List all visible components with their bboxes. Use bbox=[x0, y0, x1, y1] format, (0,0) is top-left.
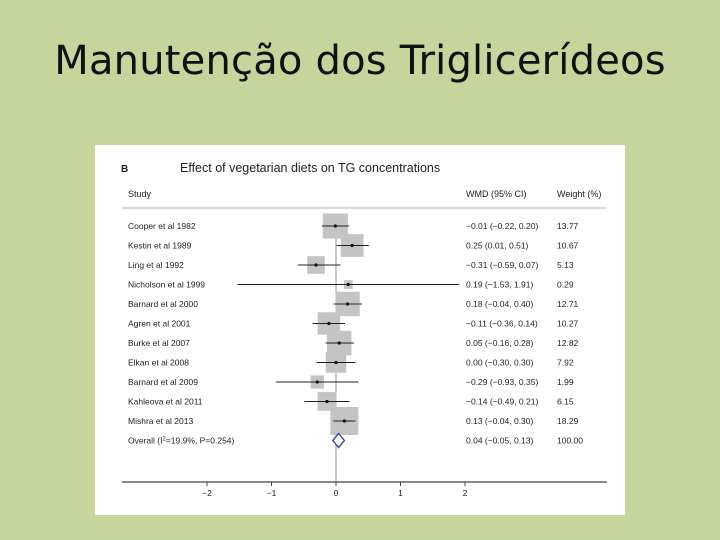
study-label: Mishra et al 2013 bbox=[128, 416, 193, 426]
overall-weight: 100.00 bbox=[557, 436, 583, 446]
weight-value: 0.29 bbox=[557, 280, 574, 290]
wmd-ci-value: 0.18 (−0.04, 0.40) bbox=[466, 299, 534, 309]
weight-value: 6.15 bbox=[557, 397, 574, 407]
point-estimate bbox=[342, 419, 346, 423]
study-label: Nicholson et al 1999 bbox=[128, 280, 205, 290]
weight-value: 10.27 bbox=[557, 319, 579, 329]
wmd-ci-value: −0.01 (−0.22, 0.20) bbox=[466, 221, 538, 231]
wmd-ci-value: −0.31 (−0.59, 0.07) bbox=[466, 260, 538, 270]
column-header-study: Study bbox=[128, 189, 152, 199]
weight-value: 12.82 bbox=[557, 338, 579, 348]
column-header-wmd: WMD (95% CI) bbox=[466, 189, 527, 199]
point-estimate bbox=[350, 243, 354, 248]
x-tick-label: 0 bbox=[334, 488, 339, 498]
slide-title: Manutenção dos Triglicerídeos bbox=[54, 38, 666, 84]
wmd-ci-value: 0.13 (−0.04, 0.30) bbox=[466, 416, 534, 426]
x-tick-label: −1 bbox=[267, 488, 277, 498]
study-label: Kestin et al 1989 bbox=[128, 241, 192, 251]
x-axis: −2 −1 0 1 2 bbox=[122, 481, 607, 498]
weight-value: 1.99 bbox=[557, 377, 574, 387]
panel-label: B bbox=[121, 164, 128, 175]
x-tick-label: −2 bbox=[202, 488, 212, 498]
point-estimate bbox=[333, 224, 337, 228]
x-tick-label: 2 bbox=[463, 488, 468, 498]
point-estimate bbox=[327, 321, 331, 326]
point-estimate bbox=[337, 341, 341, 345]
point-estimate bbox=[334, 360, 338, 365]
overall-row: Overall (I2=19.9%, P=0.254) 0.04 (−0.05, … bbox=[128, 432, 583, 449]
weight-value: 12.71 bbox=[557, 299, 579, 309]
wmd-ci-value: −0.29 (−0.93, 0.35) bbox=[466, 377, 538, 387]
study-label: Elkan et al 2008 bbox=[128, 358, 189, 368]
wmd-ci-value: −0.14 (−0.49, 0.21) bbox=[466, 397, 538, 407]
wmd-ci-value: 0.05 (−0.16, 0.28) bbox=[466, 338, 534, 348]
study-label: Kahleova et al 2011 bbox=[128, 397, 203, 407]
wmd-ci-value: 0.00 (−0.30, 0.30) bbox=[466, 358, 534, 368]
point-estimate bbox=[346, 302, 350, 306]
weight-value: 7.92 bbox=[557, 358, 574, 368]
weight-value: 13.77 bbox=[557, 221, 579, 231]
column-header-weight: Weight (%) bbox=[557, 189, 601, 199]
study-label: Cooper et al 1982 bbox=[128, 221, 196, 231]
chart-title: Effect of vegetarian diets on TG concent… bbox=[180, 161, 440, 175]
weight-value: 5.13 bbox=[557, 260, 574, 270]
study-label: Barnard et al 2009 bbox=[128, 377, 198, 387]
x-tick-label: 1 bbox=[398, 488, 403, 498]
wmd-ci-value: 0.25 (0.01, 0.51) bbox=[466, 241, 529, 251]
forest-plot: B Effect of vegetarian diets on TG conce… bbox=[121, 161, 607, 498]
weight-value: 18.29 bbox=[557, 416, 579, 426]
wmd-ci-value: 0.19 (−1.53, 1.91) bbox=[466, 280, 534, 290]
study-rows: Cooper et al 1982 −0.01 (−0.22, 0.20) 13.7… bbox=[128, 213, 579, 482]
forest-plot-figure: B Effect of vegetarian diets on TG conce… bbox=[95, 145, 625, 515]
overall-wmd-ci: 0.04 (−0.05, 0.13) bbox=[466, 436, 534, 446]
wmd-ci-value: −0.11 (−0.36, 0.14) bbox=[466, 319, 538, 329]
overall-diamond bbox=[331, 432, 346, 449]
point-estimate bbox=[346, 282, 350, 287]
point-estimate bbox=[325, 399, 329, 404]
study-label: Burke et al 2007 bbox=[128, 338, 190, 348]
overall-label: Overall (I2=19.9%, P=0.254) bbox=[128, 436, 235, 446]
weight-value: 10.67 bbox=[557, 241, 579, 251]
study-label: Barnard et al 2000 bbox=[128, 299, 198, 309]
point-estimate bbox=[314, 263, 318, 267]
point-estimate bbox=[315, 380, 319, 384]
study-label: Agren et al 2001 bbox=[128, 319, 191, 329]
study-label: Ling et al 1992 bbox=[128, 260, 184, 270]
